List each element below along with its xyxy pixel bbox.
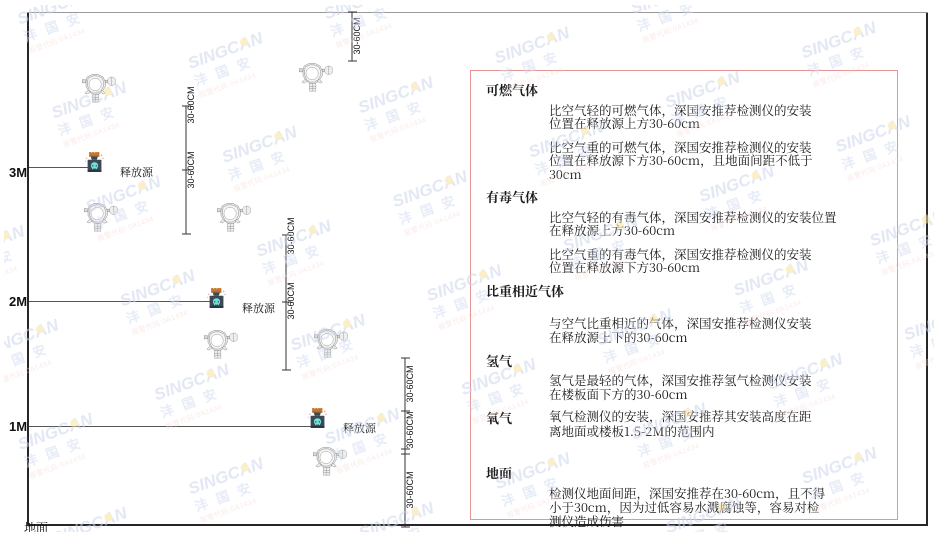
svg-text:30-60CM: 30-60CM — [405, 365, 415, 402]
svg-text:30-60CM: 30-60CM — [286, 282, 296, 319]
svg-text:30-60CM: 30-60CM — [286, 217, 296, 254]
svg-text:30-60CM: 30-60CM — [186, 86, 196, 123]
svg-text:30-60CM: 30-60CM — [405, 471, 415, 508]
svg-text:30-60CM: 30-60CM — [405, 411, 415, 448]
svg-text:30-60CM: 30-60CM — [352, 17, 362, 54]
svg-text:30-60CM: 30-60CM — [186, 151, 196, 188]
